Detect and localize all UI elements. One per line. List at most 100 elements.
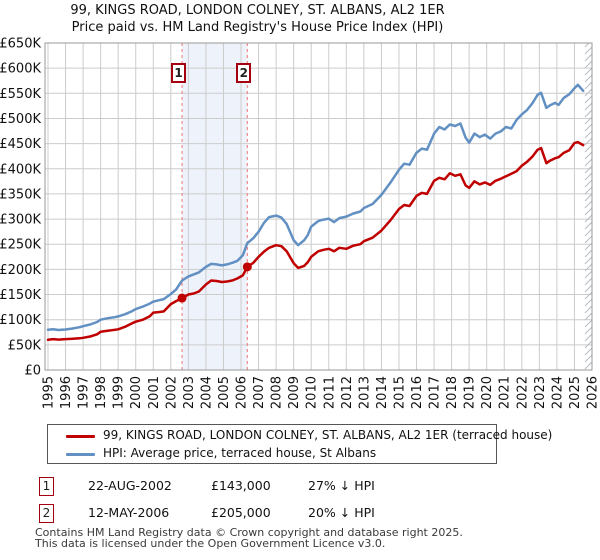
y-axis-tick-label: £150K [0,288,41,303]
x-axis-tick-label: 2009 [287,376,302,409]
y-axis-tick-label: £250K [0,238,41,253]
transaction-row-2: 2 12-MAY-2006 £205,000 20% ↓ HPI [0,504,600,526]
x-axis-tick-label: 2019 [463,376,478,409]
x-axis-tick-label: 2014 [375,376,390,409]
sale-marker-flag-2: 2 [236,63,252,83]
y-axis-tick-label: £50K [8,338,42,353]
future-hatch-line [584,144,593,153]
sale-marker-flag-1: 1 [171,63,187,83]
x-axis-tick-label: 2025 [568,376,583,409]
future-hatch-line [584,179,593,188]
x-axis-tick-label: 2024 [550,376,565,409]
transaction-row-1: 1 22-AUG-2002 £143,000 27% ↓ HPI [0,477,600,499]
y-axis-tick-label: £100K [0,313,41,328]
price-chart: £0 £50K £100K £150K £200K £250K £300K £350K £400… [0,37,600,410]
x-axis-tick-label: 2001 [147,376,162,409]
future-hatch-line [584,298,593,307]
x-axis-tick-label: 2005 [217,376,232,409]
y-axis-tick-label: £300K [0,213,41,228]
future-hatch-line [584,172,593,181]
page-title: 99, KINGS ROAD, LONDON COLNEY, ST. ALBAN… [70,3,445,18]
between-sales-shaded-band [182,43,248,370]
future-hatch-line [584,207,593,216]
future-hatch-line [584,102,593,111]
future-hatch-line [584,88,593,97]
copyright-line: Contains HM Land Registry data © Crown c… [35,526,463,539]
hpi-line [46,83,585,332]
future-hatch-line [584,249,593,258]
x-axis-tick-label: 2022 [515,376,530,409]
transaction-1-vs-hpi: 27% ↓ HPI [308,478,375,493]
y-axis-tick-label: £650K [0,37,41,52]
x-axis-tick-label: 2002 [164,376,179,409]
y-axis-tick-label: £400K [0,162,41,177]
future-hatch-line [584,186,593,195]
future-hatch-line [584,130,593,139]
future-hatch-line [584,53,593,62]
future-hatch-line [584,333,593,342]
future-hatch-line [584,312,593,321]
future-hatch-line [584,340,593,349]
future-hatch-line [584,347,593,356]
future-hatch-line [584,81,593,90]
x-axis-tick-label: 1995 [42,376,57,409]
sale-point-dot [242,262,252,272]
y-axis-tick-label: £200K [0,263,41,278]
plot-border [44,42,593,371]
future-hatch-line [584,214,593,223]
x-axis-tick-label: 2018 [445,376,460,409]
x-axis-tick-label: 1996 [59,376,74,409]
x-axis-tick-label: 1997 [77,376,92,409]
licence-line: This data is licensed under the Open Gov… [35,537,386,550]
x-axis-tick-label: 2023 [533,376,548,409]
future-hatch-line [584,193,593,202]
price-paid-line [46,140,585,342]
future-hatch-line [584,151,593,160]
x-axis-tick-label: 2015 [392,376,407,409]
x-axis-tick-label: 2007 [252,376,267,409]
x-axis-tick-label: 2016 [410,376,425,409]
x-axis-tick-label: 2026 [585,376,600,409]
x-axis-tick-label: 2017 [428,376,443,409]
future-hatch-line [584,326,593,335]
future-hatch-line [584,242,593,251]
x-axis-tick-label: 2012 [340,376,355,409]
transaction-2-number-badge: 2 [39,504,54,523]
future-hatch-line [584,263,593,272]
future-hatch-line [584,46,593,55]
y-axis-tick-label: £500K [0,112,41,127]
future-hatch-line [584,319,593,328]
future-hatch-line [584,109,593,118]
x-axis-tick-label: 2003 [182,376,197,409]
x-axis-tick-label: 2006 [235,376,250,409]
future-hatch-line [584,137,593,146]
x-axis-tick-label: 2008 [270,376,285,409]
price-line-swatch [66,435,95,438]
chart-subtitle: Price paid vs. HM Land Registry's House … [71,20,444,35]
transaction-2-price: £205,000 [211,505,271,520]
chart-legend: 99, KINGS ROAD, LONDON COLNEY, ST. ALBAN… [47,424,552,464]
future-hatch-line [584,284,593,293]
future-hatch-line [584,74,593,83]
future-hatch-line [584,256,593,265]
y-axis-tick-label: £450K [0,137,41,152]
future-hatch-line [584,228,593,237]
x-axis-tick-label: 1998 [94,376,109,409]
future-hatch-line [584,95,593,104]
x-axis-tick-label: 2020 [480,376,495,409]
future-hatch-line [584,60,593,69]
future-hatch-line [584,305,593,314]
sale-point-dot [177,293,187,303]
legend-row-hpi: HPI: Average price, terraced house, St A… [48,445,496,463]
transaction-2-vs-hpi: 20% ↓ HPI [308,505,375,520]
future-hatch-line [584,277,593,286]
future-hatch-line [584,165,593,174]
x-axis-tick-label: 2021 [498,376,513,409]
y-axis-tick-label: £550K [0,87,41,102]
future-hatch-line [584,270,593,279]
x-axis-tick-label: 1999 [112,376,127,409]
future-hatch-line [584,123,593,132]
future-hatch-line [584,291,593,300]
future-hatch-line [584,116,593,125]
